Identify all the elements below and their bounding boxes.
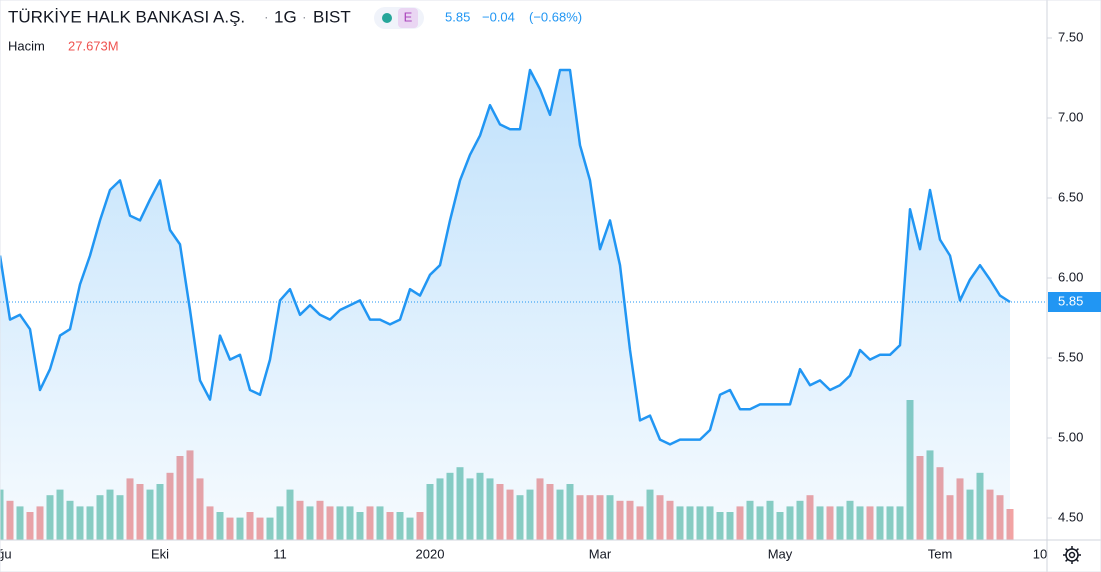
y-tick-label: 5.00 xyxy=(1058,429,1083,444)
gear-center xyxy=(1068,551,1076,559)
price-change-pct: (−0.68%) xyxy=(529,9,582,24)
last-price-tag xyxy=(1048,292,1101,312)
market-status-dot xyxy=(382,13,392,23)
x-tick-label: Ağu xyxy=(0,546,12,561)
settings-button[interactable] xyxy=(1063,546,1081,564)
x-tick-label: 10 xyxy=(1033,546,1047,561)
x-tick-label: Eki xyxy=(151,546,169,561)
x-tick-label: Mar xyxy=(589,546,612,561)
last-price: 5.85 xyxy=(445,9,470,24)
x-tick-label: Tem xyxy=(928,546,953,561)
y-tick-label: 6.00 xyxy=(1058,269,1083,284)
separator: · xyxy=(264,9,269,25)
y-tick-label: 5.50 xyxy=(1058,349,1083,364)
x-tick-label: 11 xyxy=(273,546,287,561)
y-tick-label: 6.50 xyxy=(1058,189,1083,204)
symbol-title: TÜRKİYE HALK BANKASI A.Ş. xyxy=(8,7,245,26)
y-tick-label: 4.50 xyxy=(1058,509,1083,524)
x-axis: Ağu Eki 11 2020 Mar May Tem 10 xyxy=(0,546,1047,561)
interval: 1G xyxy=(274,7,297,26)
x-tick-label: May xyxy=(768,546,793,561)
volume-legend: Hacim xyxy=(8,38,45,53)
x-tick-label: 2020 xyxy=(416,546,445,561)
volume-value: 27.673M xyxy=(68,38,119,53)
separator: · xyxy=(302,9,307,25)
price-area xyxy=(0,70,1010,540)
badge-bg xyxy=(398,8,418,28)
last-price-tag-label: 5.85 xyxy=(1058,293,1083,308)
y-tick-label: 7.50 xyxy=(1058,29,1083,44)
plot-area xyxy=(0,68,1047,540)
y-tick-label: 7.00 xyxy=(1058,109,1083,124)
price-change: −0.04 xyxy=(482,9,515,24)
gear-teeth xyxy=(1063,546,1081,564)
price-line xyxy=(0,68,1011,446)
gear-icon xyxy=(1065,548,1079,562)
badge: E xyxy=(404,9,413,24)
exchange: BIST xyxy=(313,7,351,26)
